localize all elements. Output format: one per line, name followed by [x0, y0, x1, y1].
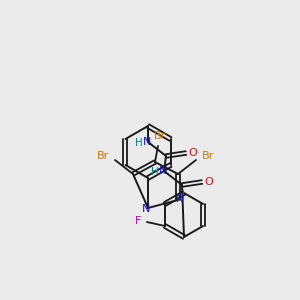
Text: N: N: [143, 137, 151, 147]
Text: N: N: [142, 204, 150, 214]
Text: Br: Br: [97, 151, 109, 161]
Text: H: H: [151, 167, 159, 177]
Text: N: N: [159, 166, 167, 176]
Text: O: O: [189, 148, 197, 158]
Text: F: F: [135, 216, 141, 226]
Text: H: H: [135, 138, 143, 148]
Text: Br: Br: [154, 131, 166, 141]
Text: Br: Br: [202, 151, 214, 161]
Text: O: O: [205, 177, 213, 187]
Text: N: N: [176, 194, 184, 204]
